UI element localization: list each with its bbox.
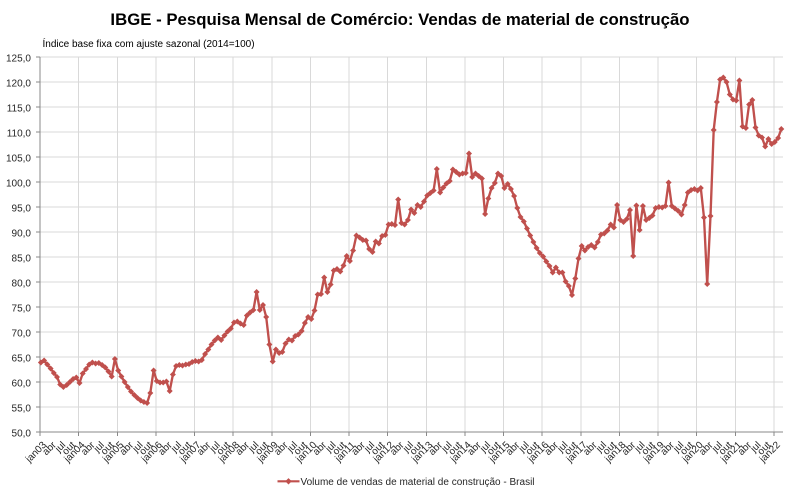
svg-text:120,0: 120,0 [6, 78, 31, 89]
svg-text:IBGE - Pesquisa Mensal de Comé: IBGE - Pesquisa Mensal de Comércio: Vend… [110, 10, 689, 29]
svg-text:80,0: 80,0 [12, 278, 32, 289]
svg-text:60,0: 60,0 [12, 378, 32, 389]
svg-text:70,0: 70,0 [12, 328, 32, 339]
svg-text:75,0: 75,0 [12, 303, 32, 314]
svg-text:105,0: 105,0 [6, 153, 31, 164]
svg-text:85,0: 85,0 [12, 253, 32, 264]
svg-text:65,0: 65,0 [12, 353, 32, 364]
svg-text:50,0: 50,0 [12, 428, 32, 439]
svg-text:100,0: 100,0 [6, 178, 31, 189]
svg-text:Índice base fixa com ajuste sa: Índice base fixa com ajuste sazonal (201… [43, 37, 255, 50]
svg-text:90,0: 90,0 [12, 228, 32, 239]
svg-text:110,0: 110,0 [7, 128, 32, 139]
svg-text:55,0: 55,0 [12, 403, 32, 414]
svg-text:95,0: 95,0 [12, 203, 32, 214]
svg-text:115,0: 115,0 [7, 103, 32, 114]
svg-text:Volume de vendas de material d: Volume de vendas de material de construç… [301, 477, 535, 488]
svg-text:125,0: 125,0 [6, 53, 31, 64]
